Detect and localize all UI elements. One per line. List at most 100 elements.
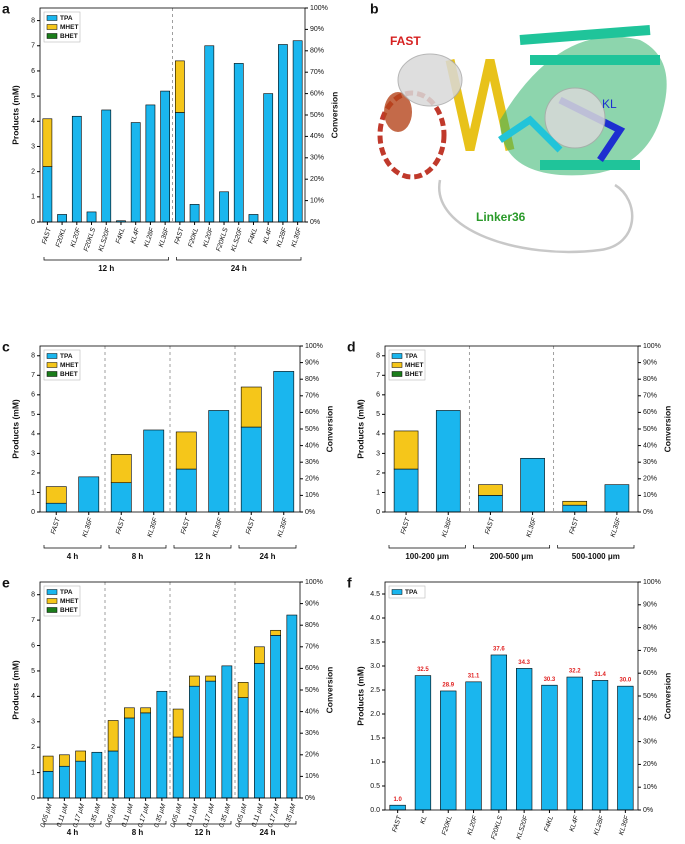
group-label: 24 h <box>259 552 275 561</box>
x-tick-label: F20KLS <box>215 227 229 253</box>
y-tick-label: 1 <box>376 489 380 496</box>
bar <box>140 712 151 799</box>
y2-tick-label: 30% <box>305 730 319 737</box>
bar <box>101 109 112 223</box>
group-bracket <box>173 545 232 549</box>
y-tick-label: 1 <box>31 769 35 776</box>
bar <box>278 44 288 223</box>
y2-tick-label: 70% <box>643 393 657 400</box>
x-tick-label: F20KL <box>441 815 454 836</box>
x-tick-label: KL20F <box>70 226 83 248</box>
y2-tick-label: 40% <box>310 133 324 140</box>
bar <box>124 707 135 719</box>
y2-tick-label: 0% <box>305 795 315 802</box>
plot-frame <box>384 345 639 513</box>
bar <box>562 500 588 506</box>
group-bracket <box>108 545 167 549</box>
y-tick-label: 6 <box>31 642 35 649</box>
y2-tick-label: 60% <box>305 665 319 672</box>
bar <box>516 668 533 811</box>
y2-tick-label: 80% <box>305 376 319 383</box>
linker-loop <box>438 179 634 254</box>
y-tick-label: 1 <box>31 489 35 496</box>
group-label: 500-1000 μm <box>572 552 620 561</box>
y2-tick-label: 70% <box>643 647 657 654</box>
bar <box>393 430 419 470</box>
bar <box>562 504 588 513</box>
y-axis-label: Products (mM) <box>10 399 20 459</box>
y-tick-label: 2 <box>31 470 35 477</box>
plot-frame <box>39 7 306 223</box>
x-tick-label: KL4F <box>130 226 142 244</box>
y2-tick-label: 0% <box>305 509 315 516</box>
y2-tick-label: 30% <box>310 155 324 162</box>
conversion-label: 34.3 <box>518 660 530 666</box>
bar <box>174 112 185 223</box>
bar <box>156 690 168 799</box>
conversion-label: 32.5 <box>417 667 429 673</box>
y2-tick-label: 90% <box>305 600 319 607</box>
legend-swatch <box>391 353 403 359</box>
y-tick-label: 7 <box>31 43 35 50</box>
x-tick-label: 0.05 μM <box>235 803 249 829</box>
y2-tick-label: 90% <box>310 26 324 33</box>
x-tick-label: FAST <box>174 226 186 245</box>
legend-label: TPA <box>60 353 73 360</box>
x-tick-label: KL20F <box>466 814 479 836</box>
bar <box>75 750 86 762</box>
legend-swatch <box>46 607 58 613</box>
legend-label: TPA <box>60 589 73 596</box>
y2-tick-label: 10% <box>643 492 657 499</box>
panel-label: c <box>2 339 10 355</box>
y-tick-label: 8 <box>376 353 380 360</box>
legend-swatch <box>46 598 58 604</box>
y2-axis-label: Conversion <box>324 406 334 453</box>
legend-swatch <box>46 362 58 368</box>
x-tick-label: KL4F <box>569 814 581 832</box>
y-tick-label: 2 <box>376 470 380 477</box>
bar <box>435 410 461 513</box>
legend-label: MHET <box>405 362 423 369</box>
surface <box>397 53 463 107</box>
group-bracket <box>176 257 302 261</box>
x-tick-label: KLS20F <box>230 226 245 252</box>
y2-tick-label: 60% <box>305 409 319 416</box>
y2-tick-label: 100% <box>305 343 323 350</box>
y2-tick-label: 30% <box>305 459 319 466</box>
x-tick-label: KL36F <box>290 226 303 248</box>
bar <box>566 676 583 811</box>
bar <box>237 682 249 698</box>
legend-swatch <box>391 371 403 377</box>
bar <box>42 755 54 772</box>
conversion-label: 30.0 <box>620 678 632 684</box>
bar <box>263 93 274 223</box>
bar <box>75 760 86 799</box>
y-tick-label: 0 <box>31 219 35 226</box>
y2-tick-label: 30% <box>643 738 657 745</box>
legend-swatch <box>46 589 58 595</box>
conversion-label: 30.3 <box>544 677 556 683</box>
bar <box>233 63 244 223</box>
legend-label: BHET <box>405 371 423 378</box>
x-tick-label: 0.35 μM <box>218 803 232 829</box>
group-bracket <box>388 545 466 549</box>
y-axis-label: Products (mM) <box>10 660 20 720</box>
y-tick-label: 3 <box>31 143 35 150</box>
y-tick-label: 8 <box>31 353 35 360</box>
legend-swatch <box>46 371 58 377</box>
x-tick-label: FAST <box>180 516 192 535</box>
y2-tick-label: 70% <box>305 393 319 400</box>
surface <box>544 87 606 149</box>
bar <box>172 736 184 799</box>
bar <box>414 675 432 811</box>
bar <box>389 804 406 811</box>
legend-swatch <box>46 33 58 39</box>
y-tick-label: 5 <box>31 93 35 100</box>
bar <box>140 707 151 714</box>
bar <box>189 675 200 687</box>
x-tick-label: KL36F <box>277 516 290 538</box>
legend-label: TPA <box>60 15 73 22</box>
legend-swatch <box>391 589 403 595</box>
conversion-label: 37.6 <box>493 647 505 653</box>
